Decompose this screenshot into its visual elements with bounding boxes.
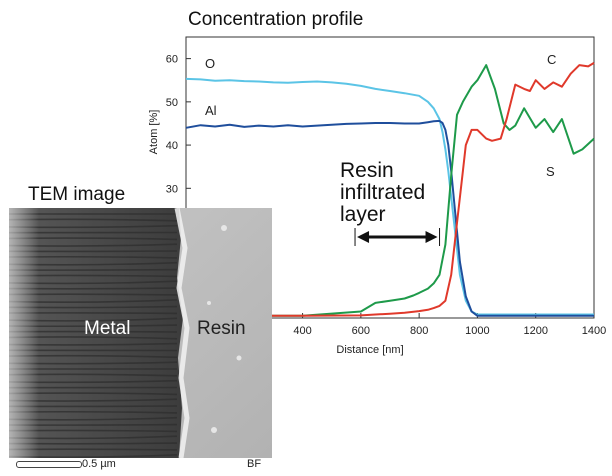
series-label-o: O <box>205 56 215 71</box>
chart-axes: 400 600 800 1000 1200 1400 30 40 50 60 Distance [n… <box>148 36 606 356</box>
series-line-s <box>186 64 595 317</box>
x-tick-label: 600 <box>352 325 370 337</box>
metal-label: Metal <box>84 318 131 339</box>
x-tick-label: 1000 <box>465 325 489 337</box>
y-tick-label: 50 <box>166 97 178 109</box>
annotation-arrowhead-left <box>357 231 370 243</box>
imaging-mode-label: BF <box>247 458 262 470</box>
plot-frame <box>185 36 595 319</box>
x-tick-label: 400 <box>293 325 311 337</box>
y-tick-label: 30 <box>166 183 178 195</box>
series-line-c <box>186 62 595 317</box>
chart-labels: O Al C S <box>205 52 556 246</box>
y-axis-label: Atom [%] <box>148 110 160 155</box>
tem-image-title: TEM image <box>28 184 126 205</box>
annotation-arrowhead-right <box>425 231 438 243</box>
series-label-al: Al <box>205 103 217 118</box>
x-tick-label: 1200 <box>523 325 547 337</box>
resin-label: Resin <box>197 318 246 339</box>
chart-title: Concentration profile <box>188 9 364 30</box>
y-tick-label: 40 <box>166 140 178 152</box>
x-tick-label: 800 <box>410 325 428 337</box>
tem-image <box>9 208 272 458</box>
series-line-al <box>185 119 594 317</box>
series-label-s: S <box>546 164 555 179</box>
y-tick-label: 60 <box>166 54 178 66</box>
x-tick-label: 1400 <box>582 325 606 337</box>
resin-infiltrated-layer-label: Resin infiltrated layer <box>340 159 426 226</box>
scale-bar-label: 0.5 µm <box>82 458 116 470</box>
chart-series <box>185 62 595 317</box>
x-axis-label: Distance [nm] <box>336 344 403 356</box>
series-label-c: C <box>547 52 556 67</box>
scale-bar <box>16 461 82 468</box>
